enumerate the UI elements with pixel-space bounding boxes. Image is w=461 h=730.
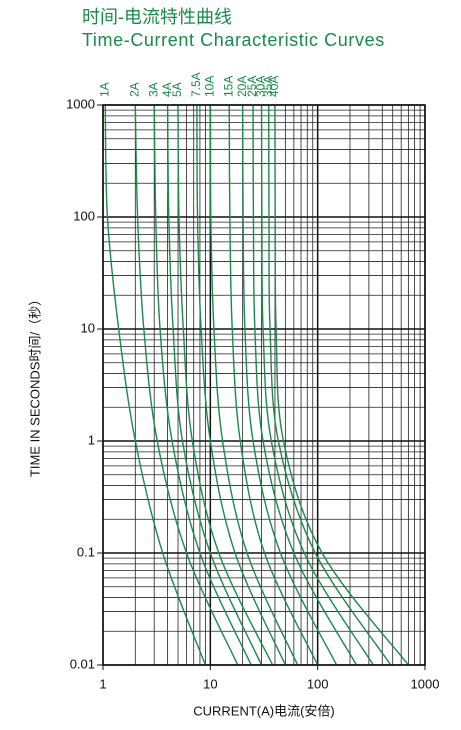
x-tick-label: 10	[203, 676, 217, 691]
curve	[260, 104, 374, 666]
curve	[134, 104, 239, 666]
curve	[268, 104, 392, 666]
legend-label: 40A	[267, 76, 281, 97]
chart-title: 时间-电流特性曲线	[82, 7, 232, 27]
legend-label: 25A	[245, 76, 259, 97]
chart-subtitle: Time-Current Characteristic Curves	[82, 30, 385, 50]
plot-frame	[102, 104, 426, 666]
legend-label: 3A	[146, 82, 160, 97]
x-tick-label: 1000	[411, 676, 440, 691]
legend-label: 4A	[160, 82, 174, 97]
y-tick-label: 0.1	[77, 544, 95, 559]
y-tick-label: 1	[88, 432, 95, 447]
curve	[209, 104, 299, 666]
curve	[153, 104, 252, 666]
legend-label: 35A	[261, 76, 275, 97]
y-axis-label: TIME IN SECONDS时间/（秒）	[27, 293, 42, 477]
x-tick-label: 1	[99, 676, 106, 691]
curve	[166, 104, 263, 666]
legend-label: 30A	[254, 76, 268, 97]
x-tick-label: 100	[307, 676, 329, 691]
legend-label: 2A	[127, 82, 141, 97]
legend-label: 15A	[221, 76, 235, 97]
curve	[177, 104, 274, 666]
curve	[252, 104, 358, 666]
legend-label: 10A	[203, 76, 217, 97]
legend-label: 7.5A	[189, 72, 203, 97]
y-tick-label: 100	[73, 208, 95, 223]
curve	[196, 104, 286, 666]
y-tick-label: 0.01	[70, 656, 95, 671]
legend-label: 1A	[97, 82, 111, 97]
curve	[241, 104, 338, 666]
curve	[228, 104, 319, 666]
y-tick-label: 1000	[66, 96, 95, 111]
legend-label: 20A	[235, 76, 249, 97]
y-tick-label: 10	[81, 320, 95, 335]
x-axis-label: CURRENT(A)电流(安倍)	[193, 703, 335, 718]
curve	[274, 104, 409, 666]
curve	[104, 104, 207, 666]
legend-label: 5A	[170, 82, 184, 97]
